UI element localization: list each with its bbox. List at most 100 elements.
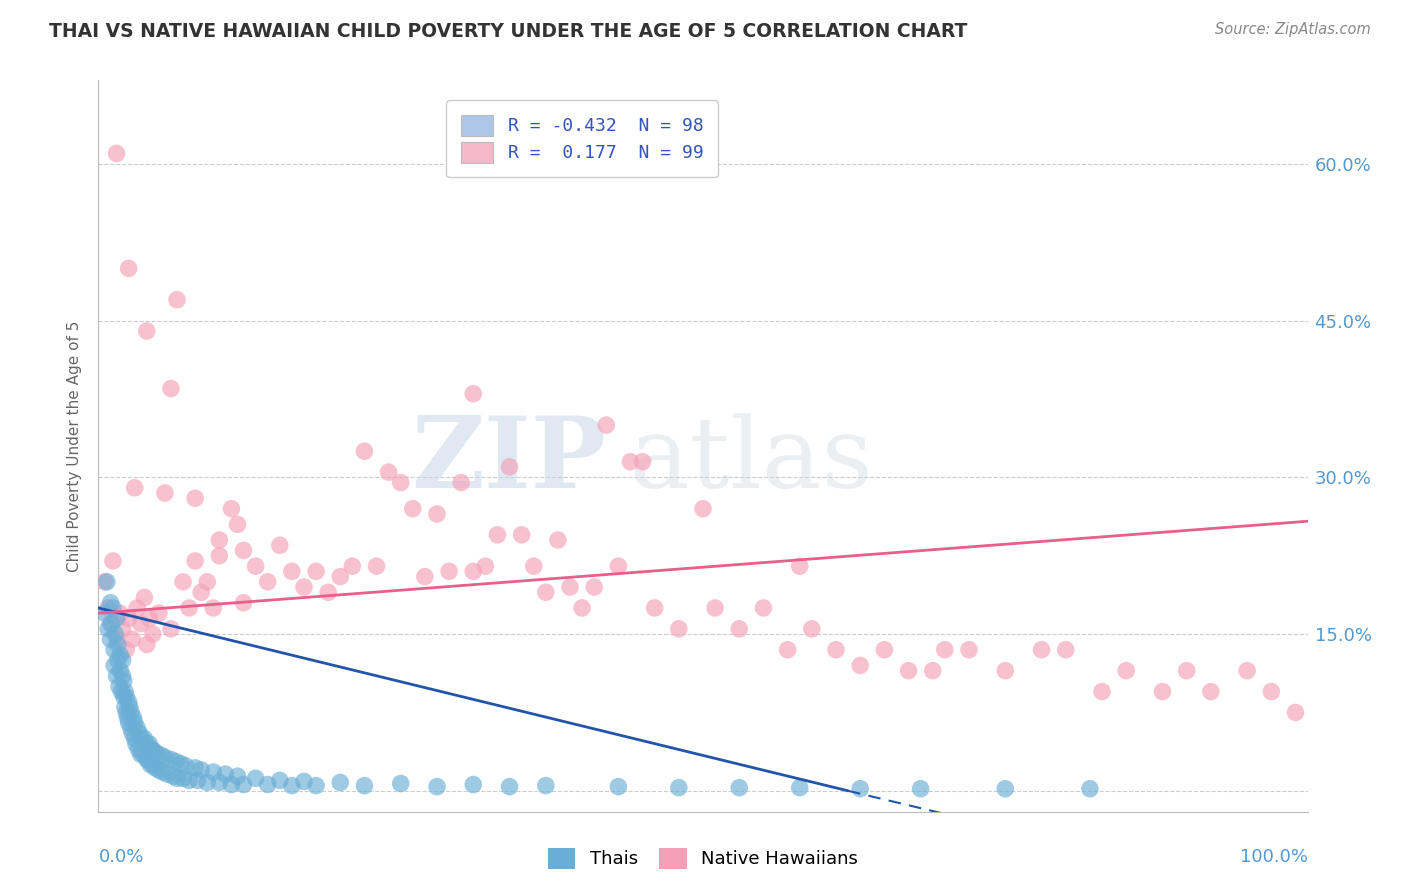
Point (498, 459, 520, 474)
Point (305, 779, 328, 793)
Point (190, 585, 212, 599)
Point (1054, 642, 1077, 657)
Point (910, 781, 932, 796)
Point (1175, 664, 1198, 678)
Point (93, 606, 115, 620)
Point (112, 674, 135, 689)
Point (135, 324, 157, 338)
Point (921, 664, 943, 678)
Point (619, 455, 641, 469)
Point (256, 778, 278, 792)
Point (342, 559, 364, 574)
Point (1199, 684, 1222, 698)
Point (117, 711, 139, 725)
Point (156, 767, 179, 781)
Point (108, 679, 131, 693)
Point (281, 779, 304, 793)
Point (160, 752, 183, 766)
Text: atlas: atlas (630, 413, 873, 508)
Text: THAI VS NATIVE HAWAIIAN CHILD POVERTY UNDER THE AGE OF 5 CORRELATION CHART: THAI VS NATIVE HAWAIIAN CHILD POVERTY UN… (49, 22, 967, 41)
Point (292, 774, 315, 789)
Point (202, 601, 225, 615)
Point (111, 653, 134, 667)
Point (118, 611, 141, 625)
Point (105, 146, 128, 161)
Point (124, 481, 146, 495)
Point (353, 444, 375, 458)
Point (994, 781, 1017, 796)
Point (195, 775, 218, 789)
Point (668, 780, 690, 795)
Point (93, 574, 115, 589)
Point (111, 622, 134, 636)
Point (166, 772, 188, 786)
Point (426, 507, 449, 521)
Point (256, 574, 278, 589)
Point (118, 700, 141, 714)
Point (96, 574, 118, 589)
Point (138, 737, 160, 751)
Point (169, 756, 191, 771)
Legend: Thais, Native Hawaiians: Thais, Native Hawaiians (541, 840, 865, 876)
Point (245, 559, 267, 574)
Point (115, 642, 138, 657)
Point (463, 565, 485, 579)
Point (110, 684, 132, 698)
Point (184, 761, 207, 775)
Point (498, 780, 520, 794)
Text: 0.0%: 0.0% (98, 848, 143, 866)
Point (131, 731, 153, 746)
Point (150, 748, 173, 763)
Point (389, 776, 412, 790)
Point (184, 554, 207, 568)
Point (437, 565, 460, 579)
Point (226, 769, 249, 783)
Point (118, 715, 141, 730)
Point (112, 690, 135, 704)
Point (136, 752, 159, 766)
Point (135, 752, 157, 766)
Point (125, 737, 148, 751)
Point (104, 627, 127, 641)
Point (752, 601, 775, 615)
Point (128, 726, 150, 740)
Point (571, 601, 593, 615)
Point (160, 622, 183, 636)
Point (124, 715, 146, 730)
Point (100, 616, 122, 631)
Point (143, 744, 166, 758)
Point (1152, 684, 1174, 698)
Point (631, 455, 654, 469)
Point (100, 632, 122, 647)
Point (463, 778, 485, 792)
Point (103, 642, 125, 657)
Point (108, 664, 131, 678)
Point (214, 767, 236, 781)
Point (166, 293, 188, 307)
Point (127, 742, 149, 756)
Point (226, 517, 249, 532)
Point (141, 742, 163, 756)
Point (957, 642, 980, 657)
Point (1091, 684, 1114, 698)
Point (1284, 706, 1306, 720)
Point (115, 706, 138, 720)
Point (534, 585, 557, 599)
Point (145, 746, 167, 760)
Point (111, 669, 134, 683)
Point (174, 758, 197, 772)
Point (108, 606, 131, 620)
Point (329, 775, 352, 789)
Point (190, 763, 212, 777)
Point (1260, 684, 1282, 698)
Point (162, 769, 184, 783)
Point (413, 569, 436, 583)
Point (607, 780, 630, 794)
Point (558, 580, 581, 594)
Legend: R = -0.432  N = 98, R =  0.177  N = 99: R = -0.432 N = 98, R = 0.177 N = 99 (446, 100, 718, 178)
Point (184, 491, 207, 506)
Point (728, 780, 751, 795)
Point (148, 606, 170, 620)
Point (105, 632, 128, 647)
Point (353, 779, 375, 793)
